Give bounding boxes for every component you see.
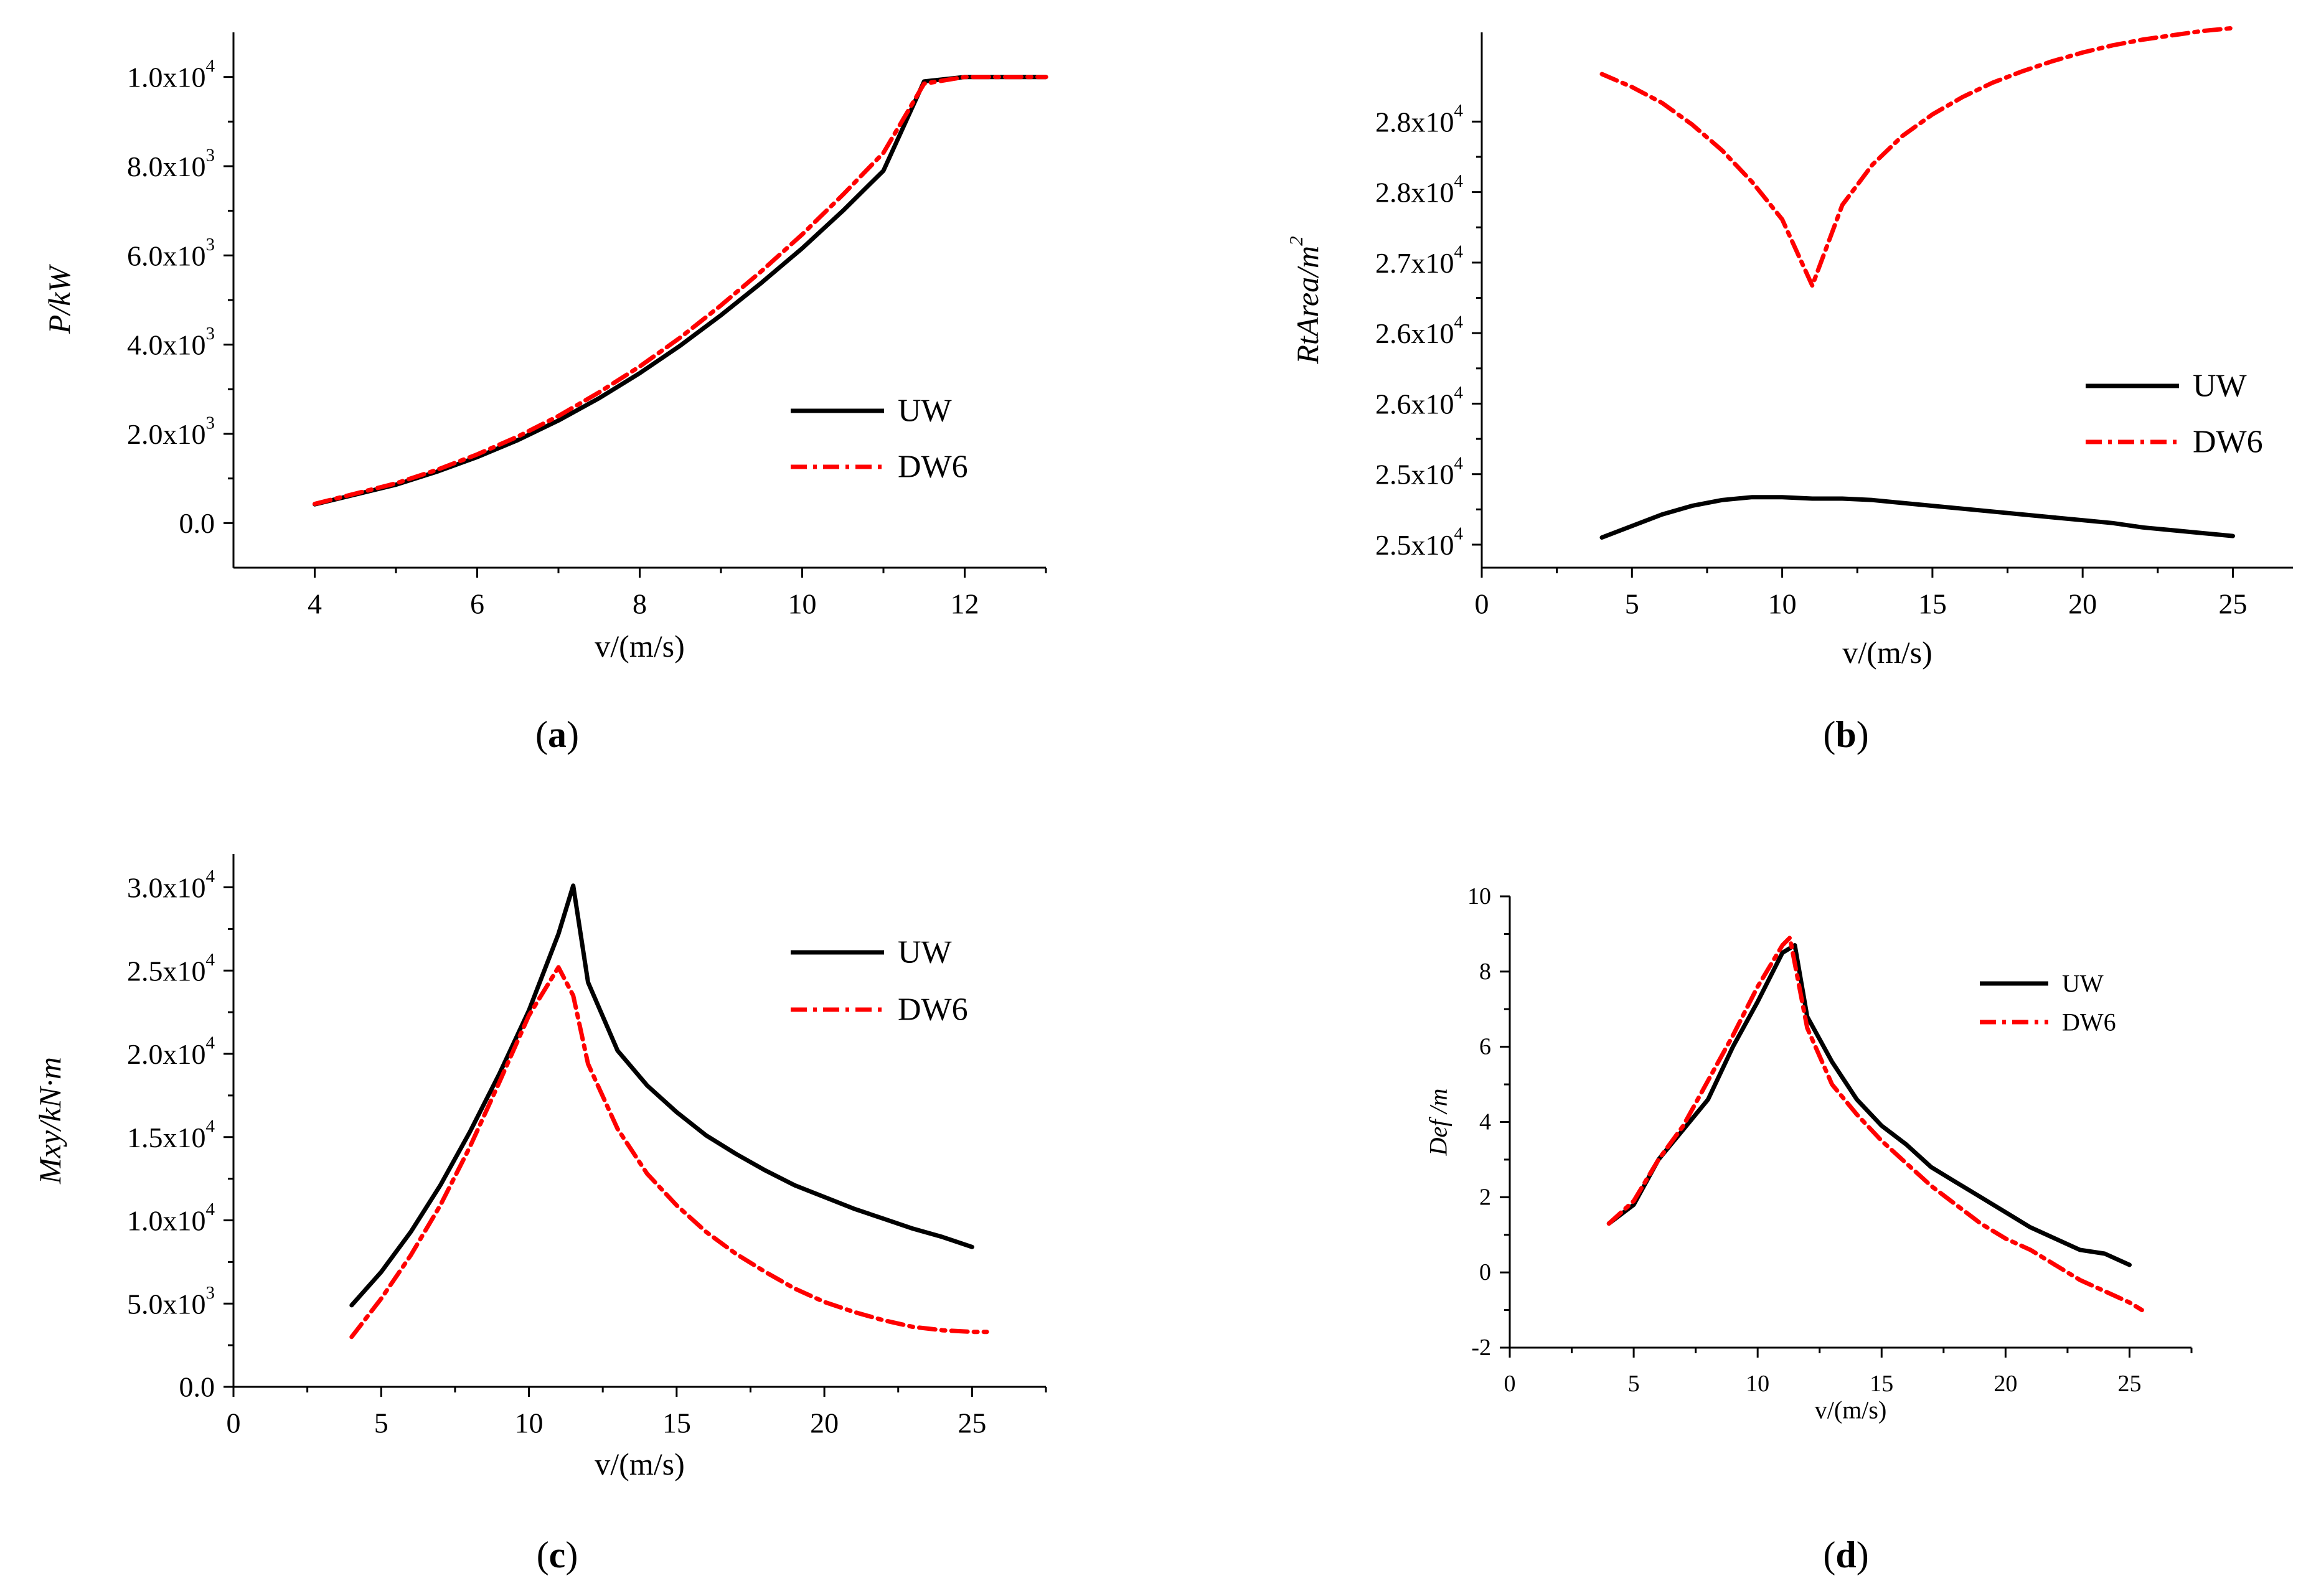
y-axis-label: P/kW bbox=[42, 264, 77, 335]
panel-label: (c) bbox=[537, 1534, 578, 1575]
y-tick-label: 4 bbox=[1479, 1109, 1491, 1135]
x-tick-label: 5 bbox=[1625, 588, 1639, 620]
panel-a-power-curve: 4 6 8 10 12 0.0 2.0x103 4.0x103 6.0x103 8.0x103 1.… bbox=[42, 32, 1048, 755]
x-tick-label: 10 bbox=[788, 588, 817, 620]
y-tick-label: 0.0 bbox=[179, 507, 215, 539]
legend-label-uw: UW bbox=[898, 393, 952, 429]
y-tick-label: 8.0x103 bbox=[127, 146, 215, 182]
series-line-uw bbox=[313, 75, 1048, 507]
series-line-dw6 bbox=[1599, 26, 2235, 288]
legend-label-uw: UW bbox=[898, 935, 952, 970]
y-tick-label: 2.8x104 bbox=[1375, 171, 1464, 208]
x-axis-label: v/(m/s) bbox=[1842, 635, 1932, 670]
legend-label-dw6: DW6 bbox=[898, 449, 968, 485]
y-tick-label: 1.0x104 bbox=[127, 56, 215, 93]
legend-label-dw6: DW6 bbox=[2193, 425, 2263, 460]
x-tick-label: 20 bbox=[810, 1407, 839, 1439]
y-tick-label: 10 bbox=[1467, 883, 1491, 909]
x-tick-label: 20 bbox=[2068, 588, 2097, 620]
x-tick-label: 10 bbox=[515, 1407, 544, 1439]
legend-label-dw6: DW6 bbox=[2062, 1008, 2116, 1036]
x-axis-label: v/(m/s) bbox=[595, 629, 684, 664]
y-tick-label: 1.5x104 bbox=[127, 1116, 215, 1153]
y-tick-label: 0 bbox=[1479, 1259, 1491, 1285]
y-tick-label: 2.0x104 bbox=[127, 1033, 215, 1070]
x-tick-label: 4 bbox=[308, 588, 322, 620]
y-tick-label: 2.0x103 bbox=[127, 413, 215, 450]
y-axis-label: Def /m bbox=[1424, 1089, 1452, 1157]
panel-label: (a) bbox=[535, 714, 579, 755]
x-tick-label: 0 bbox=[1475, 588, 1489, 620]
y-tick-label: 2.6x104 bbox=[1375, 383, 1464, 420]
y-tick-label: 2.6x104 bbox=[1375, 312, 1464, 349]
panel-label: (b) bbox=[1823, 714, 1868, 755]
x-tick-label: 6 bbox=[470, 588, 484, 620]
series-line-uw bbox=[349, 883, 974, 1308]
y-tick-label: 2.5x104 bbox=[1375, 524, 1464, 561]
x-tick-label: 25 bbox=[958, 1407, 986, 1439]
x-tick-label: 0 bbox=[1504, 1371, 1516, 1397]
x-axis-label: v/(m/s) bbox=[595, 1447, 684, 1481]
legend-label-dw6: DW6 bbox=[898, 992, 968, 1028]
y-tick-label: 6 bbox=[1479, 1034, 1491, 1060]
y-tick-label: 4.0x103 bbox=[127, 324, 215, 360]
y-tick-label: 8 bbox=[1479, 959, 1491, 985]
x-tick-label: 10 bbox=[1768, 588, 1797, 620]
x-tick-label: 5 bbox=[374, 1407, 388, 1439]
series-line-uw bbox=[1606, 943, 2132, 1267]
series-line-dw6 bbox=[349, 965, 989, 1340]
y-tick-label: 2.5x104 bbox=[1375, 453, 1464, 490]
series-line-dw6 bbox=[1606, 936, 2144, 1313]
x-tick-label: 8 bbox=[633, 588, 647, 620]
series-line-uw bbox=[1599, 495, 2235, 540]
y-tick-label: 2.7x104 bbox=[1375, 242, 1464, 278]
legend-label-uw: UW bbox=[2062, 970, 2104, 998]
x-axis-label: v/(m/s) bbox=[1815, 1396, 1887, 1424]
y-tick-label: 2.8x104 bbox=[1375, 101, 1464, 138]
y-tick-label: 1.0x104 bbox=[127, 1199, 215, 1236]
x-tick-label: 10 bbox=[1746, 1371, 1769, 1397]
series-line-dw6 bbox=[313, 75, 1048, 506]
x-tick-label: 15 bbox=[1870, 1371, 1893, 1397]
y-tick-label: 5.0x103 bbox=[127, 1283, 215, 1320]
y-tick-label: 2.5x104 bbox=[127, 950, 215, 987]
y-tick-label: 0.0 bbox=[179, 1371, 215, 1403]
panel-label: (d) bbox=[1823, 1534, 1868, 1575]
y-tick-label: -2 bbox=[1471, 1335, 1491, 1361]
x-tick-label: 0 bbox=[227, 1407, 241, 1439]
panel-c-bending-moment: 0 5 10 15 20 25 0.0 5.0x103 1.0x104 1.5x104 2.0x10… bbox=[32, 854, 1047, 1575]
y-tick-label: 6.0x103 bbox=[127, 235, 215, 271]
x-tick-label: 5 bbox=[1628, 1371, 1640, 1397]
y-axis-label: RtArea/m2 bbox=[1285, 236, 1325, 364]
panel-d-deflection: 0 5 10 15 20 25 -2 0 2 4 6 8 10 v/(m/s) Def /m UW DW6 (d) bbox=[1424, 883, 2193, 1575]
x-tick-label: 20 bbox=[1994, 1371, 2017, 1397]
y-axis-label: Mxy/kN·m bbox=[32, 1057, 67, 1185]
x-tick-label: 25 bbox=[2117, 1371, 2141, 1397]
y-tick-label: 3.0x104 bbox=[127, 866, 215, 903]
panel-b-rotor-area: 0 5 10 15 20 25 2.5x104 2.5x104 2.6x104 2.6x104 2.… bbox=[1285, 26, 2293, 755]
legend-label-uw: UW bbox=[2193, 368, 2247, 404]
x-tick-label: 25 bbox=[2218, 588, 2247, 620]
x-tick-label: 15 bbox=[1918, 588, 1947, 620]
x-tick-label: 15 bbox=[662, 1407, 691, 1439]
x-tick-label: 12 bbox=[951, 588, 979, 620]
y-tick-label: 2 bbox=[1479, 1184, 1491, 1210]
